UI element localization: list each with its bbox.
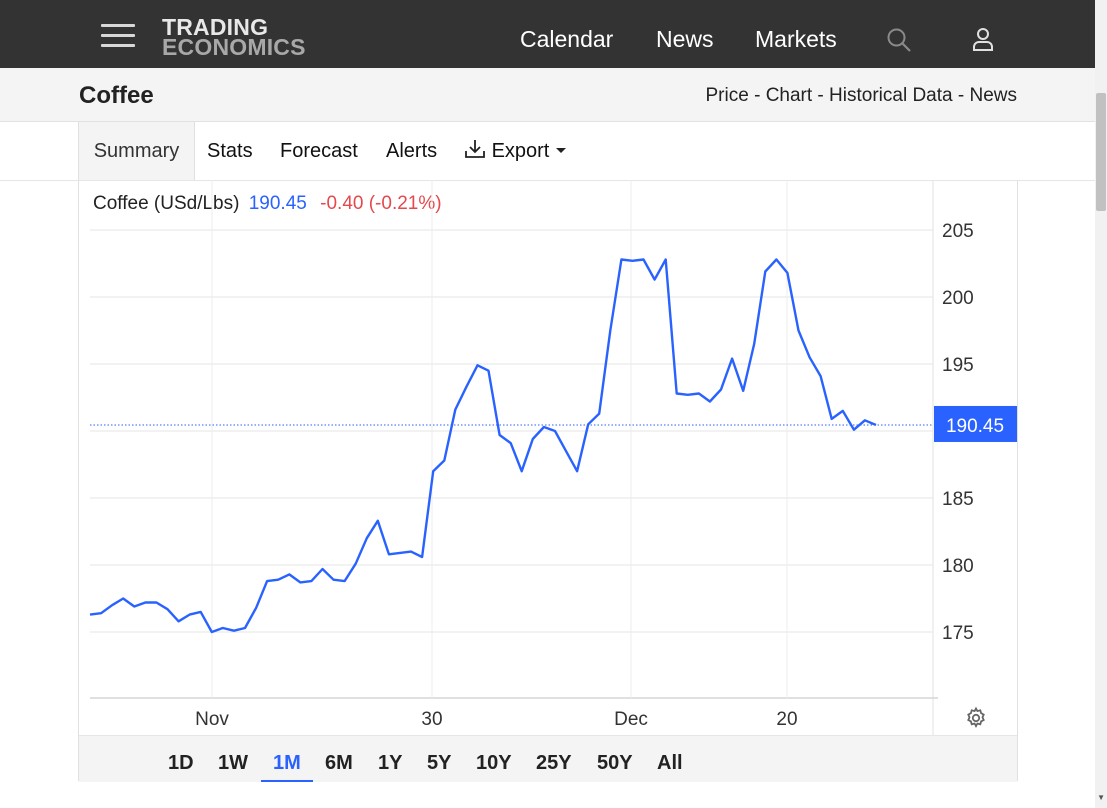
y-tick-label: 205 xyxy=(942,221,974,242)
range-50y[interactable]: 50Y xyxy=(597,752,633,774)
tab-summary-label: Summary xyxy=(93,140,180,162)
page-scrollbar[interactable]: ▼ xyxy=(1095,0,1107,808)
subnav-separator: - xyxy=(952,85,970,106)
range-1y[interactable]: 1Y xyxy=(378,752,403,774)
trading-economics-logo[interactable]: TRADING ECONOMICS xyxy=(162,14,306,60)
subnav-price[interactable]: Price xyxy=(705,85,749,106)
y-tick-label: 200 xyxy=(942,288,974,309)
tab-forecast[interactable]: Forecast xyxy=(280,140,358,162)
x-tick-label: Nov xyxy=(195,709,229,730)
range-1w[interactable]: 1W xyxy=(218,752,248,774)
subnav-separator: - xyxy=(812,85,830,106)
download-icon xyxy=(465,140,485,158)
chart-tabs: Summary Stats Forecast Alerts Export xyxy=(0,122,1095,181)
chart-card-border-left xyxy=(78,180,79,781)
range-25y[interactable]: 25Y xyxy=(536,752,572,774)
tab-alerts[interactable]: Alerts xyxy=(386,140,438,162)
subnav-historical-data[interactable]: Historical Data xyxy=(829,85,953,106)
tab-export[interactable]: Export xyxy=(464,122,567,180)
range-5y[interactable]: 5Y xyxy=(427,752,452,774)
last-value-label: 190.45 xyxy=(946,416,1004,437)
range-10y[interactable]: 10Y xyxy=(476,752,512,774)
legend-price: 190.45 xyxy=(248,193,307,214)
range-all[interactable]: All xyxy=(657,752,683,774)
menu-icon[interactable] xyxy=(101,24,135,48)
subnav-chart[interactable]: Chart xyxy=(765,85,813,106)
page-subheader: Coffee Price - Chart - Historical Data -… xyxy=(0,68,1095,122)
page-title: Coffee xyxy=(79,82,154,109)
x-tick-label: 20 xyxy=(776,709,797,730)
y-tick-label: 195 xyxy=(942,355,974,376)
tab-export-label: Export xyxy=(491,140,550,162)
range-6m[interactable]: 6M xyxy=(325,752,353,774)
caret-down-icon xyxy=(555,148,566,153)
y-tick-label: 175 xyxy=(942,623,974,644)
last-value-marker xyxy=(934,405,1017,442)
legend-change: -0.40 (-0.21%) xyxy=(320,193,442,214)
y-tick-label: 180 xyxy=(942,556,974,577)
user-icon[interactable] xyxy=(971,26,995,57)
scroll-down-arrow-icon[interactable]: ▼ xyxy=(1097,793,1105,802)
y-tick-label: 185 xyxy=(942,489,974,510)
subnav-news[interactable]: News xyxy=(969,85,1017,106)
price-series-line xyxy=(89,258,877,634)
tab-summary[interactable]: Summary xyxy=(78,122,195,180)
nav-news[interactable]: News xyxy=(656,26,714,52)
range-1m[interactable]: 1M xyxy=(273,752,301,774)
chart-legend: Coffee (USd/Lbs) 190.45 -0.40 (-0.21%) xyxy=(93,193,442,215)
x-tick-label: Dec xyxy=(614,709,648,730)
price-chart[interactable]: 175180185190195200205Nov30Dec20190.45 xyxy=(0,0,1095,735)
search-icon[interactable] xyxy=(886,27,912,58)
logo-line1: TRADING xyxy=(162,14,269,40)
logo-line2: ECONOMICS xyxy=(162,34,306,60)
chart-card-border-right xyxy=(1017,180,1018,781)
legend-name: Coffee (USd/Lbs) xyxy=(93,193,240,214)
x-tick-label: 30 xyxy=(421,709,442,730)
nav-calendar[interactable]: Calendar xyxy=(520,26,614,52)
nav-markets[interactable]: Markets xyxy=(755,26,837,52)
range-1d[interactable]: 1D xyxy=(168,752,194,774)
settings-gear-icon[interactable] xyxy=(964,706,988,735)
active-range-underline xyxy=(261,780,313,782)
subnav-separator: - xyxy=(748,85,766,106)
top-navigation-bar: TRADING ECONOMICS Calendar News Markets xyxy=(0,0,1095,68)
subnav-links: Price - Chart - Historical Data - News xyxy=(706,85,1018,107)
scrollbar-thumb[interactable] xyxy=(1096,93,1106,211)
tab-stats[interactable]: Stats xyxy=(207,140,253,162)
range-selector-bar xyxy=(79,735,1017,782)
